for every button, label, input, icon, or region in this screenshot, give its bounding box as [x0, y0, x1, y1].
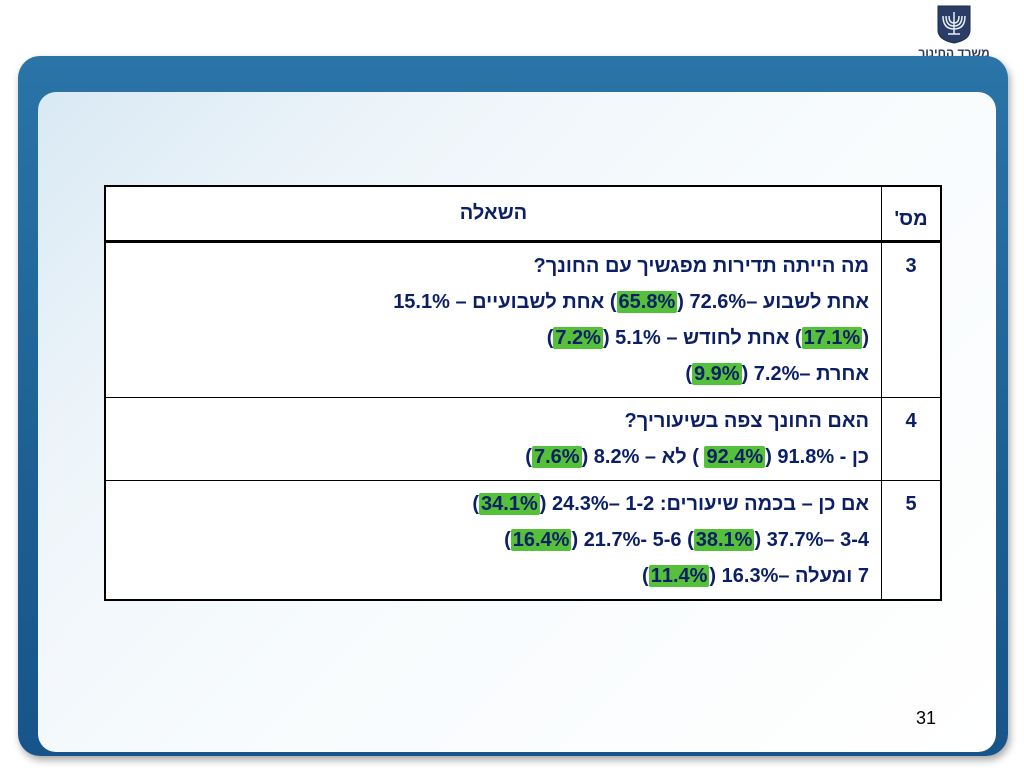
answer-text: אחרת –7.2% ( [741, 363, 869, 385]
answer-text: 3-4 –37.7% ( [754, 529, 869, 551]
answer-text: ) אחת לחודש – 5.1% ( [602, 327, 802, 349]
question-number: 3 [881, 241, 942, 398]
answer-text: אם כן – בכמה שיעורים: 1-2 –24.3% ( [539, 493, 869, 515]
answer-line: כן - 91.8% (92.4% ) לא – 8.2% (7.6%) [118, 442, 869, 472]
answer-text: ) [546, 327, 554, 349]
highlighted-percent: 65.8% [616, 291, 678, 313]
table-header-row: מס' השאלה [104, 185, 942, 243]
question-text: האם החונך צפה בשיעוריך? [118, 406, 869, 436]
highlighted-percent: 17.1% [801, 327, 863, 349]
header-question: השאלה [104, 185, 882, 243]
answer-text: ) [472, 493, 480, 515]
answer-text: ) לא – 8.2% ( [581, 446, 705, 468]
answer-line: 7 ומעלה –16.3% (11.4%) [118, 561, 869, 591]
answer-line: אחרת –7.2% (9.9%) [118, 359, 869, 389]
menorah-emblem-icon [937, 5, 971, 44]
highlighted-percent: 34.1% [479, 493, 540, 515]
answer-text: ) 5-6 -21.7% ( [571, 529, 694, 551]
table-row: 3 מה הייתה תדירות מפגשיך עם החונך? אחת לשב… [104, 241, 942, 398]
table-row: 5 אם כן – בכמה שיעורים: 1-2 –24.3% (34.1%… [104, 480, 942, 601]
page-number: 31 [915, 708, 936, 728]
answer-text: 7 ומעלה –16.3% ( [709, 565, 869, 587]
question-text: מה הייתה תדירות מפגשיך עם החונך? [118, 251, 869, 281]
table-row: 4 האם החונך צפה בשיעוריך? כן - 91.8% (92.4… [104, 397, 942, 481]
header-num: מס' [881, 185, 942, 243]
answer-text: מה הייתה תדירות מפגשיך עם החונך? [533, 255, 869, 277]
ministry-logo: משרד החינוך [914, 4, 994, 60]
survey-table: מס' השאלה 3 מה הייתה תדירות מפגשיך עם החו… [104, 185, 942, 601]
answer-text: ) [525, 446, 532, 468]
highlighted-percent: 9.9% [691, 363, 742, 385]
highlighted-percent: 7.2% [553, 327, 603, 349]
question-cell: מה הייתה תדירות מפגשיך עם החונך? אחת לשבו… [104, 241, 882, 398]
question-cell: אם כן – בכמה שיעורים: 1-2 –24.3% (34.1%)… [104, 480, 882, 601]
highlighted-percent: 38.1% [693, 529, 755, 551]
highlighted-percent: 92.4% [704, 446, 766, 468]
answer-text: ) אחת לשבועיים – 15.1% [393, 291, 617, 313]
highlighted-percent: 11.4% [648, 565, 710, 587]
highlighted-percent: 16.4% [510, 529, 572, 551]
question-number: 5 [881, 480, 942, 601]
answer-text: ) [685, 363, 692, 385]
question-cell: האם החונך צפה בשיעוריך? כן - 91.8% (92.4%… [104, 397, 882, 481]
question-number: 4 [881, 397, 942, 481]
answer-text: ) [504, 529, 511, 551]
answer-line: (17.1%) אחת לחודש – 5.1% (7.2%) [118, 323, 869, 353]
answer-line: 3-4 –37.7% (38.1%) 5-6 -21.7% (16.4%) [118, 525, 869, 555]
answer-text: כן - 91.8% ( [765, 446, 869, 468]
question-text: אם כן – בכמה שיעורים: 1-2 –24.3% (34.1%) [118, 489, 869, 519]
answer-text: האם החונך צפה בשיעוריך? [624, 410, 869, 432]
answer-line: אחת לשבוע –72.6% (65.8%) אחת לשבועיים – … [118, 287, 869, 317]
answer-text: ( [862, 327, 869, 349]
answer-text: ) [642, 565, 649, 587]
highlighted-percent: 7.6% [531, 446, 582, 468]
answer-text: אחת לשבוע –72.6% ( [677, 291, 869, 313]
